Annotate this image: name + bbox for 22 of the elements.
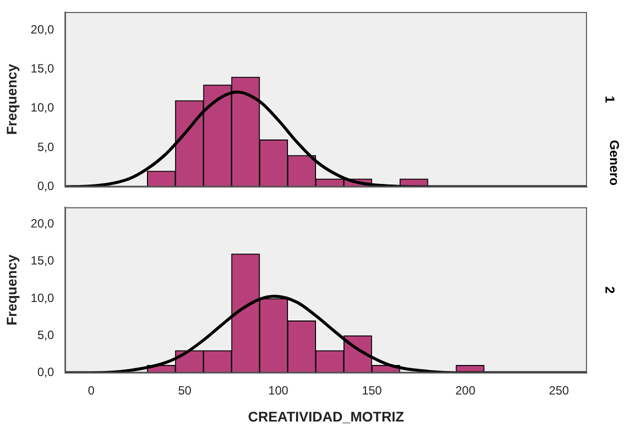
y-tick-label: 5,0 — [37, 140, 54, 154]
y-tick-label: 10,0 — [30, 100, 54, 115]
y-tick-label: 5,0 — [37, 328, 54, 342]
y-tick-label: 0,0 — [37, 179, 54, 194]
y-axis-title: Frequency — [3, 254, 20, 326]
text: 1 — [602, 96, 618, 104]
y-axis-title: Frequency — [3, 64, 20, 135]
y-tick-label: 0,0 — [37, 365, 54, 380]
y-tick-label: 20,0 — [30, 22, 54, 36]
y-tick-label: 15,0 — [30, 62, 54, 76]
x-tick-label: 100 — [268, 383, 289, 398]
y-tick-label: 15,0 — [30, 254, 54, 268]
y-tick-label: 20,0 — [30, 216, 54, 231]
text: Genero — [606, 140, 622, 188]
x-axis-title: CREATIVIDAD_MOTRIZ — [248, 408, 404, 424]
x-tick-label: 0 — [88, 383, 95, 398]
x-tick-label: 50 — [178, 383, 192, 398]
x-tick-label: 250 — [548, 383, 570, 398]
x-tick-label: 150 — [362, 383, 382, 398]
y-tick-label: 10,0 — [30, 290, 54, 305]
x-tick-label: 200 — [455, 383, 476, 398]
text: 2 — [602, 286, 618, 294]
